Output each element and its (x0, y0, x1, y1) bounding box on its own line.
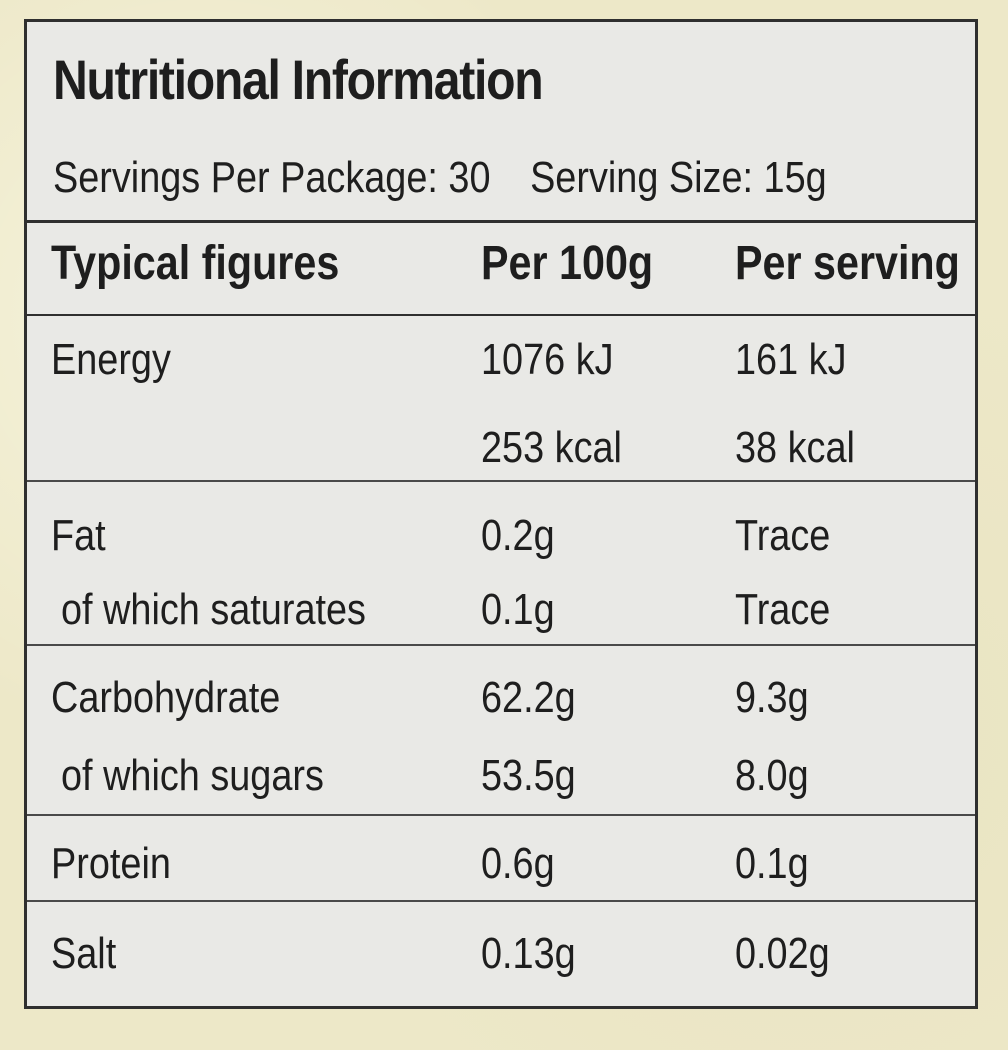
row-label-carbohydrate: Carbohydrate (51, 673, 281, 722)
saturates-per-100g: 0.1g (481, 585, 555, 634)
header-per-serving: Per serving (735, 237, 960, 290)
servings-per-package: Servings Per Package: 30 (53, 153, 491, 202)
row-label-protein: Protein (51, 839, 171, 888)
energy-per-100g-kj: 1076 kJ (481, 335, 614, 384)
row-label-salt: Salt (51, 929, 117, 978)
header-per-100g: Per 100g (481, 237, 654, 290)
carbohydrate-per-serving: 9.3g (735, 673, 809, 722)
row-label-fat: Fat (51, 511, 106, 560)
servings-line: Servings Per Package: 30 Serving Size: 15… (53, 156, 827, 200)
fat-per-100g: 0.2g (481, 511, 555, 560)
energy-per-serving-kj: 161 kJ (735, 335, 847, 384)
sugars-per-serving: 8.0g (735, 751, 809, 800)
divider (27, 220, 975, 223)
sugars-per-100g: 53.5g (481, 751, 576, 800)
saturates-per-serving: Trace (735, 585, 831, 634)
divider (27, 900, 975, 902)
header-typical-figures: Typical figures (51, 237, 340, 290)
energy-per-100g-kcal: 253 kcal (481, 423, 622, 472)
divider (27, 480, 975, 482)
protein-per-serving: 0.1g (735, 839, 809, 888)
salt-per-serving: 0.02g (735, 929, 830, 978)
row-label-energy: Energy (51, 335, 171, 384)
divider (27, 814, 975, 816)
serving-size: Serving Size: 15g (530, 153, 827, 202)
protein-per-100g: 0.6g (481, 839, 555, 888)
row-label-saturates: of which saturates (61, 585, 366, 634)
panel-title: Nutritional Information (53, 48, 544, 111)
row-label-sugars: of which sugars (61, 751, 324, 800)
energy-per-serving-kcal: 38 kcal (735, 423, 855, 472)
fat-per-serving: Trace (735, 511, 831, 560)
divider (27, 314, 975, 316)
divider (27, 644, 975, 646)
carbohydrate-per-100g: 62.2g (481, 673, 576, 722)
salt-per-100g: 0.13g (481, 929, 576, 978)
nutrition-panel: Nutritional Information Servings Per Pac… (24, 19, 978, 1009)
